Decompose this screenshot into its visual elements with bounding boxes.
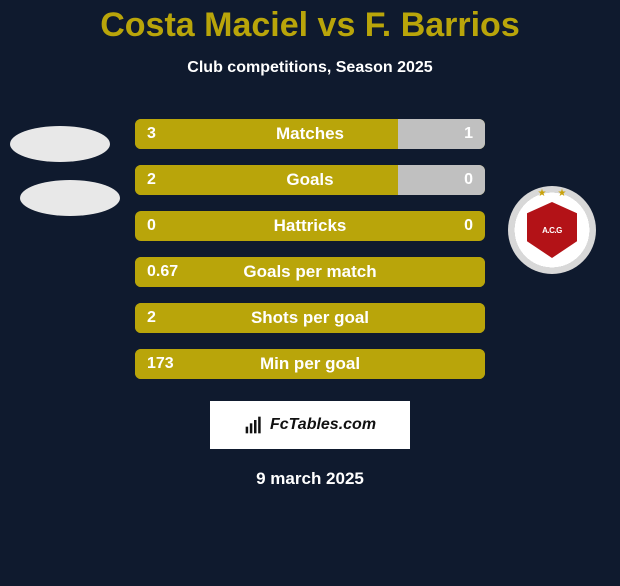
stat-value-left: 3: [147, 119, 156, 149]
stat-row: Hattricks0 0: [135, 211, 485, 241]
stat-label: Min per goal: [135, 349, 485, 379]
stat-label: Goals: [135, 165, 485, 195]
stat-value-left: 173: [147, 349, 174, 379]
stat-value-left: 2: [147, 303, 156, 333]
fctables-watermark-text: FcTables.com: [270, 416, 376, 434]
stat-value-right: 0: [464, 165, 473, 195]
stat-row: Matches3 1: [135, 119, 485, 149]
stat-label: Hattricks: [135, 211, 485, 241]
stat-label: Shots per goal: [135, 303, 485, 333]
stat-value-left: 2: [147, 165, 156, 195]
stat-row: Min per goal173: [135, 349, 485, 379]
generated-date: 9 march 2025: [0, 469, 620, 489]
fctables-logo-icon: [244, 415, 264, 435]
stat-row: Goals2 0: [135, 165, 485, 195]
stat-label: Matches: [135, 119, 485, 149]
page-title: Costa Maciel vs F. Barrios: [0, 6, 620, 45]
stat-row: Goals per match0.67: [135, 257, 485, 287]
subtitle: Club competitions, Season 2025: [0, 59, 620, 77]
stat-value-right: 0: [464, 211, 473, 241]
fctables-watermark: FcTables.com: [210, 401, 410, 449]
stat-value-left: 0: [147, 211, 156, 241]
stat-value-right: 1: [464, 119, 473, 149]
stat-label: Goals per match: [135, 257, 485, 287]
stat-value-left: 0.67: [147, 257, 178, 287]
stat-row: Shots per goal2: [135, 303, 485, 333]
stats-table: Matches31Goals20Hattricks00Goals per mat…: [0, 119, 620, 379]
